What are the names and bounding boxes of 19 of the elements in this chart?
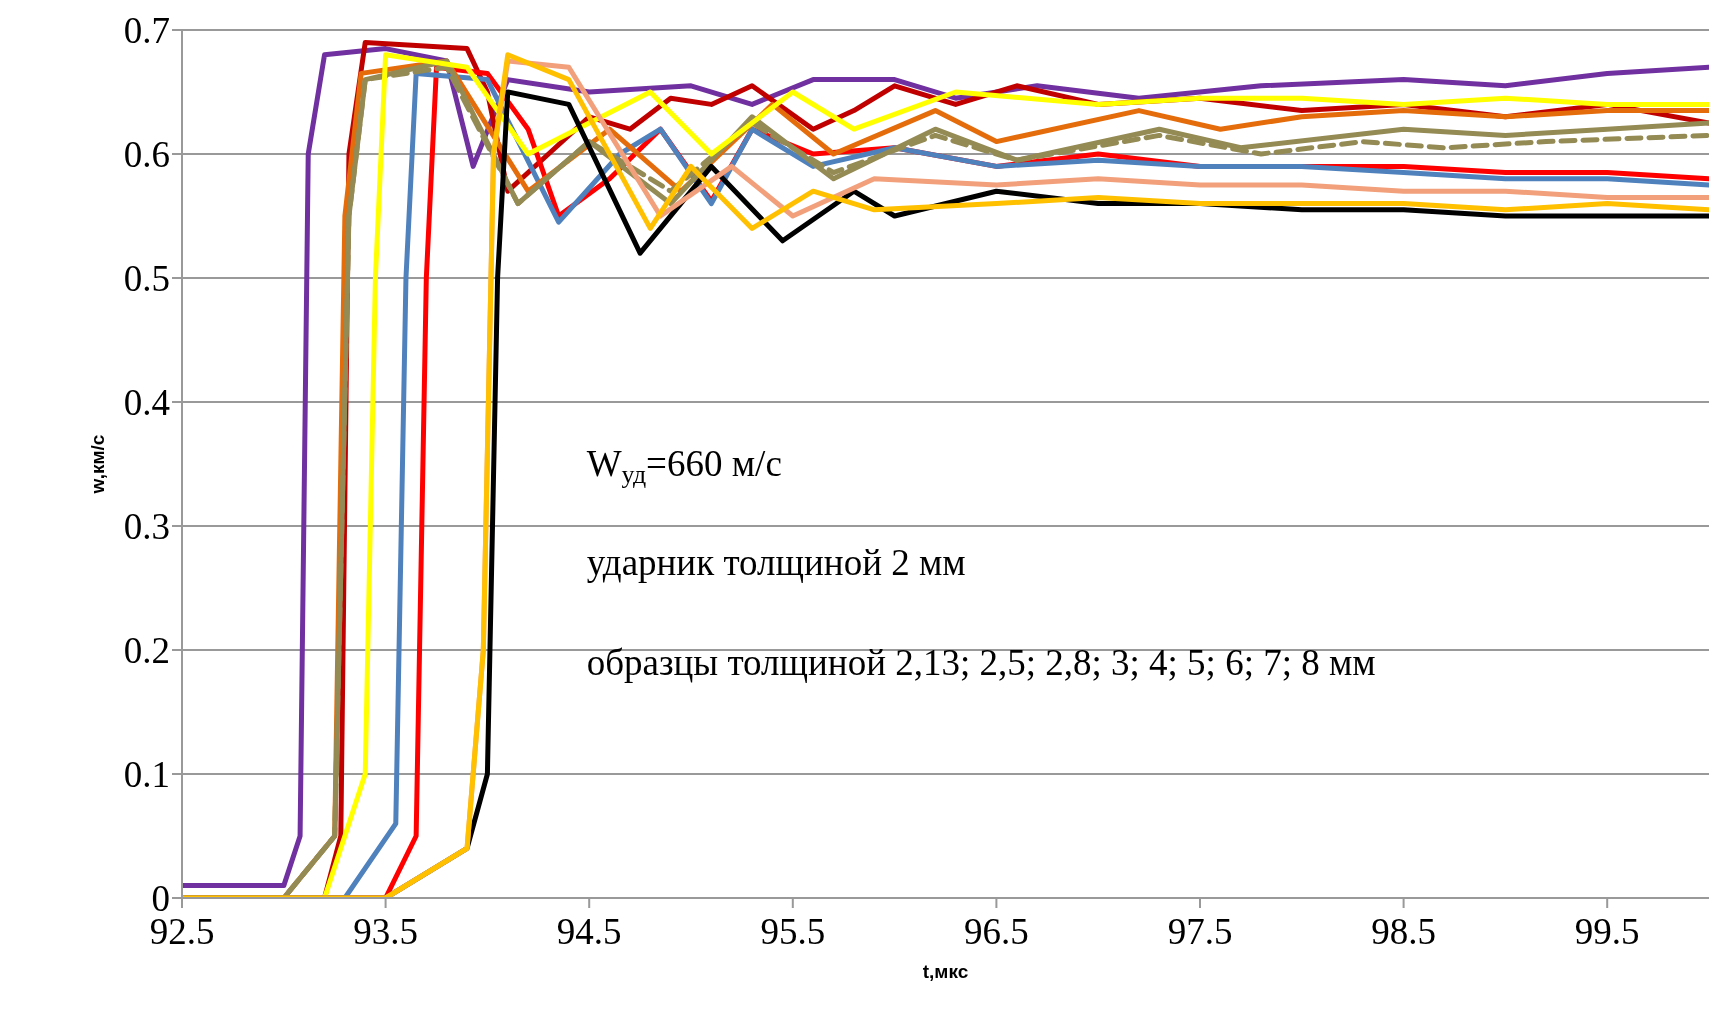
y-tick-label: 0.3 [123, 506, 170, 548]
y-tick-label: 0.4 [123, 382, 170, 424]
annotation: W$_{уд}$=660 м/с [586, 442, 782, 489]
annotation: образцы толщиной 2,13; 2,5; 2,8; 3; 4; 5; 6; 7; 8 мм [586, 641, 1376, 683]
y-tick-label: 0.6 [123, 134, 170, 176]
x-axis-title: t,мкс [922, 961, 969, 982]
x-tick-label: 96.5 [964, 911, 1029, 953]
y-tick-label: 0.5 [123, 258, 170, 300]
x-tick-label: 93.5 [353, 911, 418, 953]
y-tick-label: 0.7 [123, 10, 170, 52]
x-tick-label: 99.5 [1574, 911, 1640, 953]
x-tick-label: 95.5 [760, 911, 826, 953]
y-axis-title: w,км/с [86, 434, 108, 495]
y-tick-label: 0.1 [123, 754, 170, 796]
x-tick-label: 98.5 [1371, 911, 1436, 953]
y-tick-label: 0.2 [123, 630, 170, 672]
x-tick-label: 94.5 [556, 911, 622, 953]
x-tick-label: 97.5 [1167, 911, 1233, 953]
annotation: ударник толщиной 2 мм [586, 542, 966, 584]
